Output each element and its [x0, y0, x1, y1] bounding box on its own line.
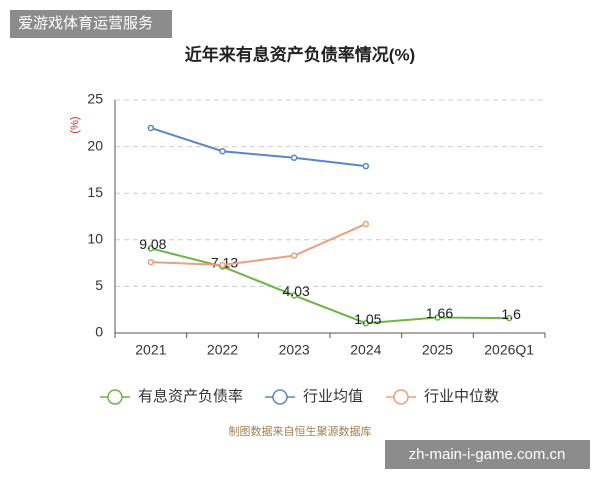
y-tick-label: 10: [87, 231, 103, 247]
series-line: [150, 127, 366, 168]
point: [362, 162, 370, 170]
series-line: [150, 223, 367, 266]
y-tick-label: 5: [95, 277, 103, 293]
data-label: 4.03: [283, 283, 310, 299]
x-tick-label: 2024: [350, 342, 381, 358]
data-label: 1.05: [354, 311, 381, 327]
point: [434, 314, 441, 321]
point: [147, 124, 155, 132]
point: [290, 154, 298, 162]
data-label: 1.6: [501, 306, 521, 322]
x-tick-label: 2021: [135, 342, 166, 358]
chart-title: 近年来有息资产负债率情况(%): [185, 44, 415, 64]
source: 制图数据来自恒生聚源数据库: [229, 424, 372, 438]
y-tick-label: 15: [87, 184, 103, 200]
data-label: 7.13: [211, 254, 238, 270]
point: [147, 245, 155, 252]
x-tick-label: 2026Q1: [484, 342, 534, 358]
legend-marker: [272, 389, 288, 405]
y-tick-label: 25: [87, 91, 103, 107]
tag-box: [10, 10, 172, 38]
point: [147, 258, 155, 266]
x-tick-label: 2023: [279, 342, 310, 358]
point: [290, 292, 298, 299]
series-line: [150, 247, 510, 325]
point: [219, 261, 226, 269]
point: [362, 319, 370, 327]
point: [362, 220, 370, 228]
x-tick-label: 2022: [207, 342, 238, 358]
tag: 爱游戏体育运营服务: [18, 15, 153, 32]
legend-label: 行业均值: [303, 388, 363, 405]
point: [290, 252, 298, 259]
legend-marker: [107, 389, 123, 405]
x-tick-label: 2025: [422, 342, 453, 358]
watermark: zh-main-i-game.com.cn: [409, 446, 566, 463]
point: [219, 148, 226, 155]
y-tick-label: 0: [95, 324, 103, 340]
y-tick-label: 20: [87, 137, 103, 153]
legend-marker: [393, 389, 409, 405]
legend-label: 有息资产负债率: [138, 388, 243, 405]
point: [505, 314, 513, 322]
data-label: 1.66: [426, 305, 453, 321]
watermark-box: [385, 440, 590, 469]
legend-label: 行业中位数: [424, 388, 499, 405]
y-axis-label: (%): [69, 116, 81, 133]
data-label: 9.08: [139, 236, 166, 252]
